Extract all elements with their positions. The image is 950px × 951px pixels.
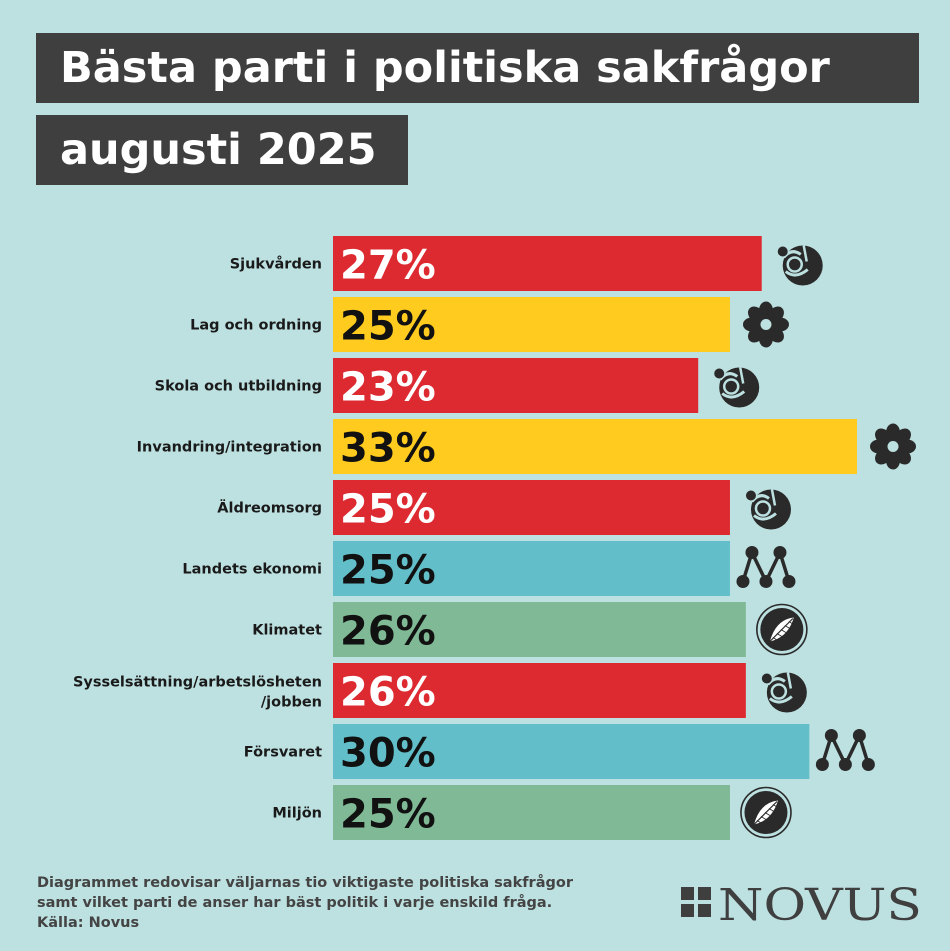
rose-icon: [745, 489, 791, 530]
feather-icon: [756, 603, 808, 656]
data-label: 27%: [340, 243, 436, 289]
rose-icon: [777, 245, 823, 286]
bar: [333, 236, 762, 291]
bar-row: Landets ekonomi 25%: [182, 541, 796, 596]
category-label: Miljön: [272, 806, 322, 822]
data-label: 26%: [340, 670, 436, 716]
footnote: Diagrammet redovisar väljarnas tio vikti…: [37, 873, 573, 933]
rose-icon: [714, 367, 760, 408]
bar-chart: Sjukvården 27% Lag och ordning 25% Skola och…: [73, 236, 916, 840]
bar: [333, 602, 746, 657]
flower-icon: [870, 423, 916, 470]
bar-row: Klimatet 26%: [252, 602, 808, 657]
novus-logo: NOVUS: [681, 882, 922, 926]
category-label: Försvaret: [244, 745, 322, 761]
data-label: 25%: [340, 487, 436, 533]
bar-row: Lag och ordning 25%: [190, 297, 789, 352]
bar: [333, 541, 730, 596]
bar-row: Skola och utbildning 23%: [155, 358, 760, 413]
bar-row: Sjukvården 27%: [230, 236, 823, 291]
data-label: 26%: [340, 609, 436, 655]
category-label: Lag och ordning: [190, 318, 322, 334]
footnote-line-1: Diagrammet redovisar väljarnas tio vikti…: [37, 875, 573, 891]
footnote-source: Källa: Novus: [37, 915, 140, 931]
bar: [333, 358, 699, 413]
bar: [333, 785, 730, 840]
novus-wordmark: NOVUS: [718, 882, 922, 926]
bar: [333, 480, 730, 535]
category-label: Sjukvården: [230, 256, 322, 273]
m-icon: [815, 729, 875, 771]
category-label: Äldreomsorg: [217, 500, 322, 517]
bar: [333, 419, 857, 474]
bar: [333, 663, 746, 718]
feather-icon: [740, 786, 792, 839]
category-label: Skola och utbildning: [155, 379, 322, 395]
m-icon: [736, 546, 796, 588]
footnote-line-2: samt vilket parti de anser har bäst poli…: [37, 895, 553, 911]
data-label: 33%: [340, 426, 436, 472]
category-label: Invandring/integration: [137, 440, 322, 456]
chart-subtitle: augusti 2025: [36, 115, 408, 185]
bar: [333, 724, 810, 779]
rose-icon: [761, 672, 807, 713]
bar-row: Sysselsättning/arbetslösheten/jobben 26%: [73, 663, 807, 718]
bar-row: Invandring/integration 33%: [137, 419, 916, 474]
chart-title: Bästa parti i politiska sakfrågor: [36, 33, 919, 103]
bar-row: Äldreomsorg 25%: [217, 480, 791, 535]
data-label: 23%: [340, 365, 436, 411]
novus-cross-icon: [681, 887, 711, 917]
flower-icon: [742, 301, 789, 348]
bar-row: Försvaret 30%: [244, 724, 875, 779]
bar: [333, 297, 730, 352]
data-label: 25%: [340, 792, 436, 838]
data-label: 25%: [340, 304, 436, 350]
data-label: 30%: [340, 731, 436, 777]
bar-row: Miljön 25%: [272, 785, 792, 840]
data-label: 25%: [340, 548, 436, 594]
category-label: Landets ekonomi: [182, 562, 322, 578]
category-label: Sysselsättning/arbetslösheten/jobben: [73, 675, 322, 711]
category-label: Klimatet: [252, 623, 322, 639]
